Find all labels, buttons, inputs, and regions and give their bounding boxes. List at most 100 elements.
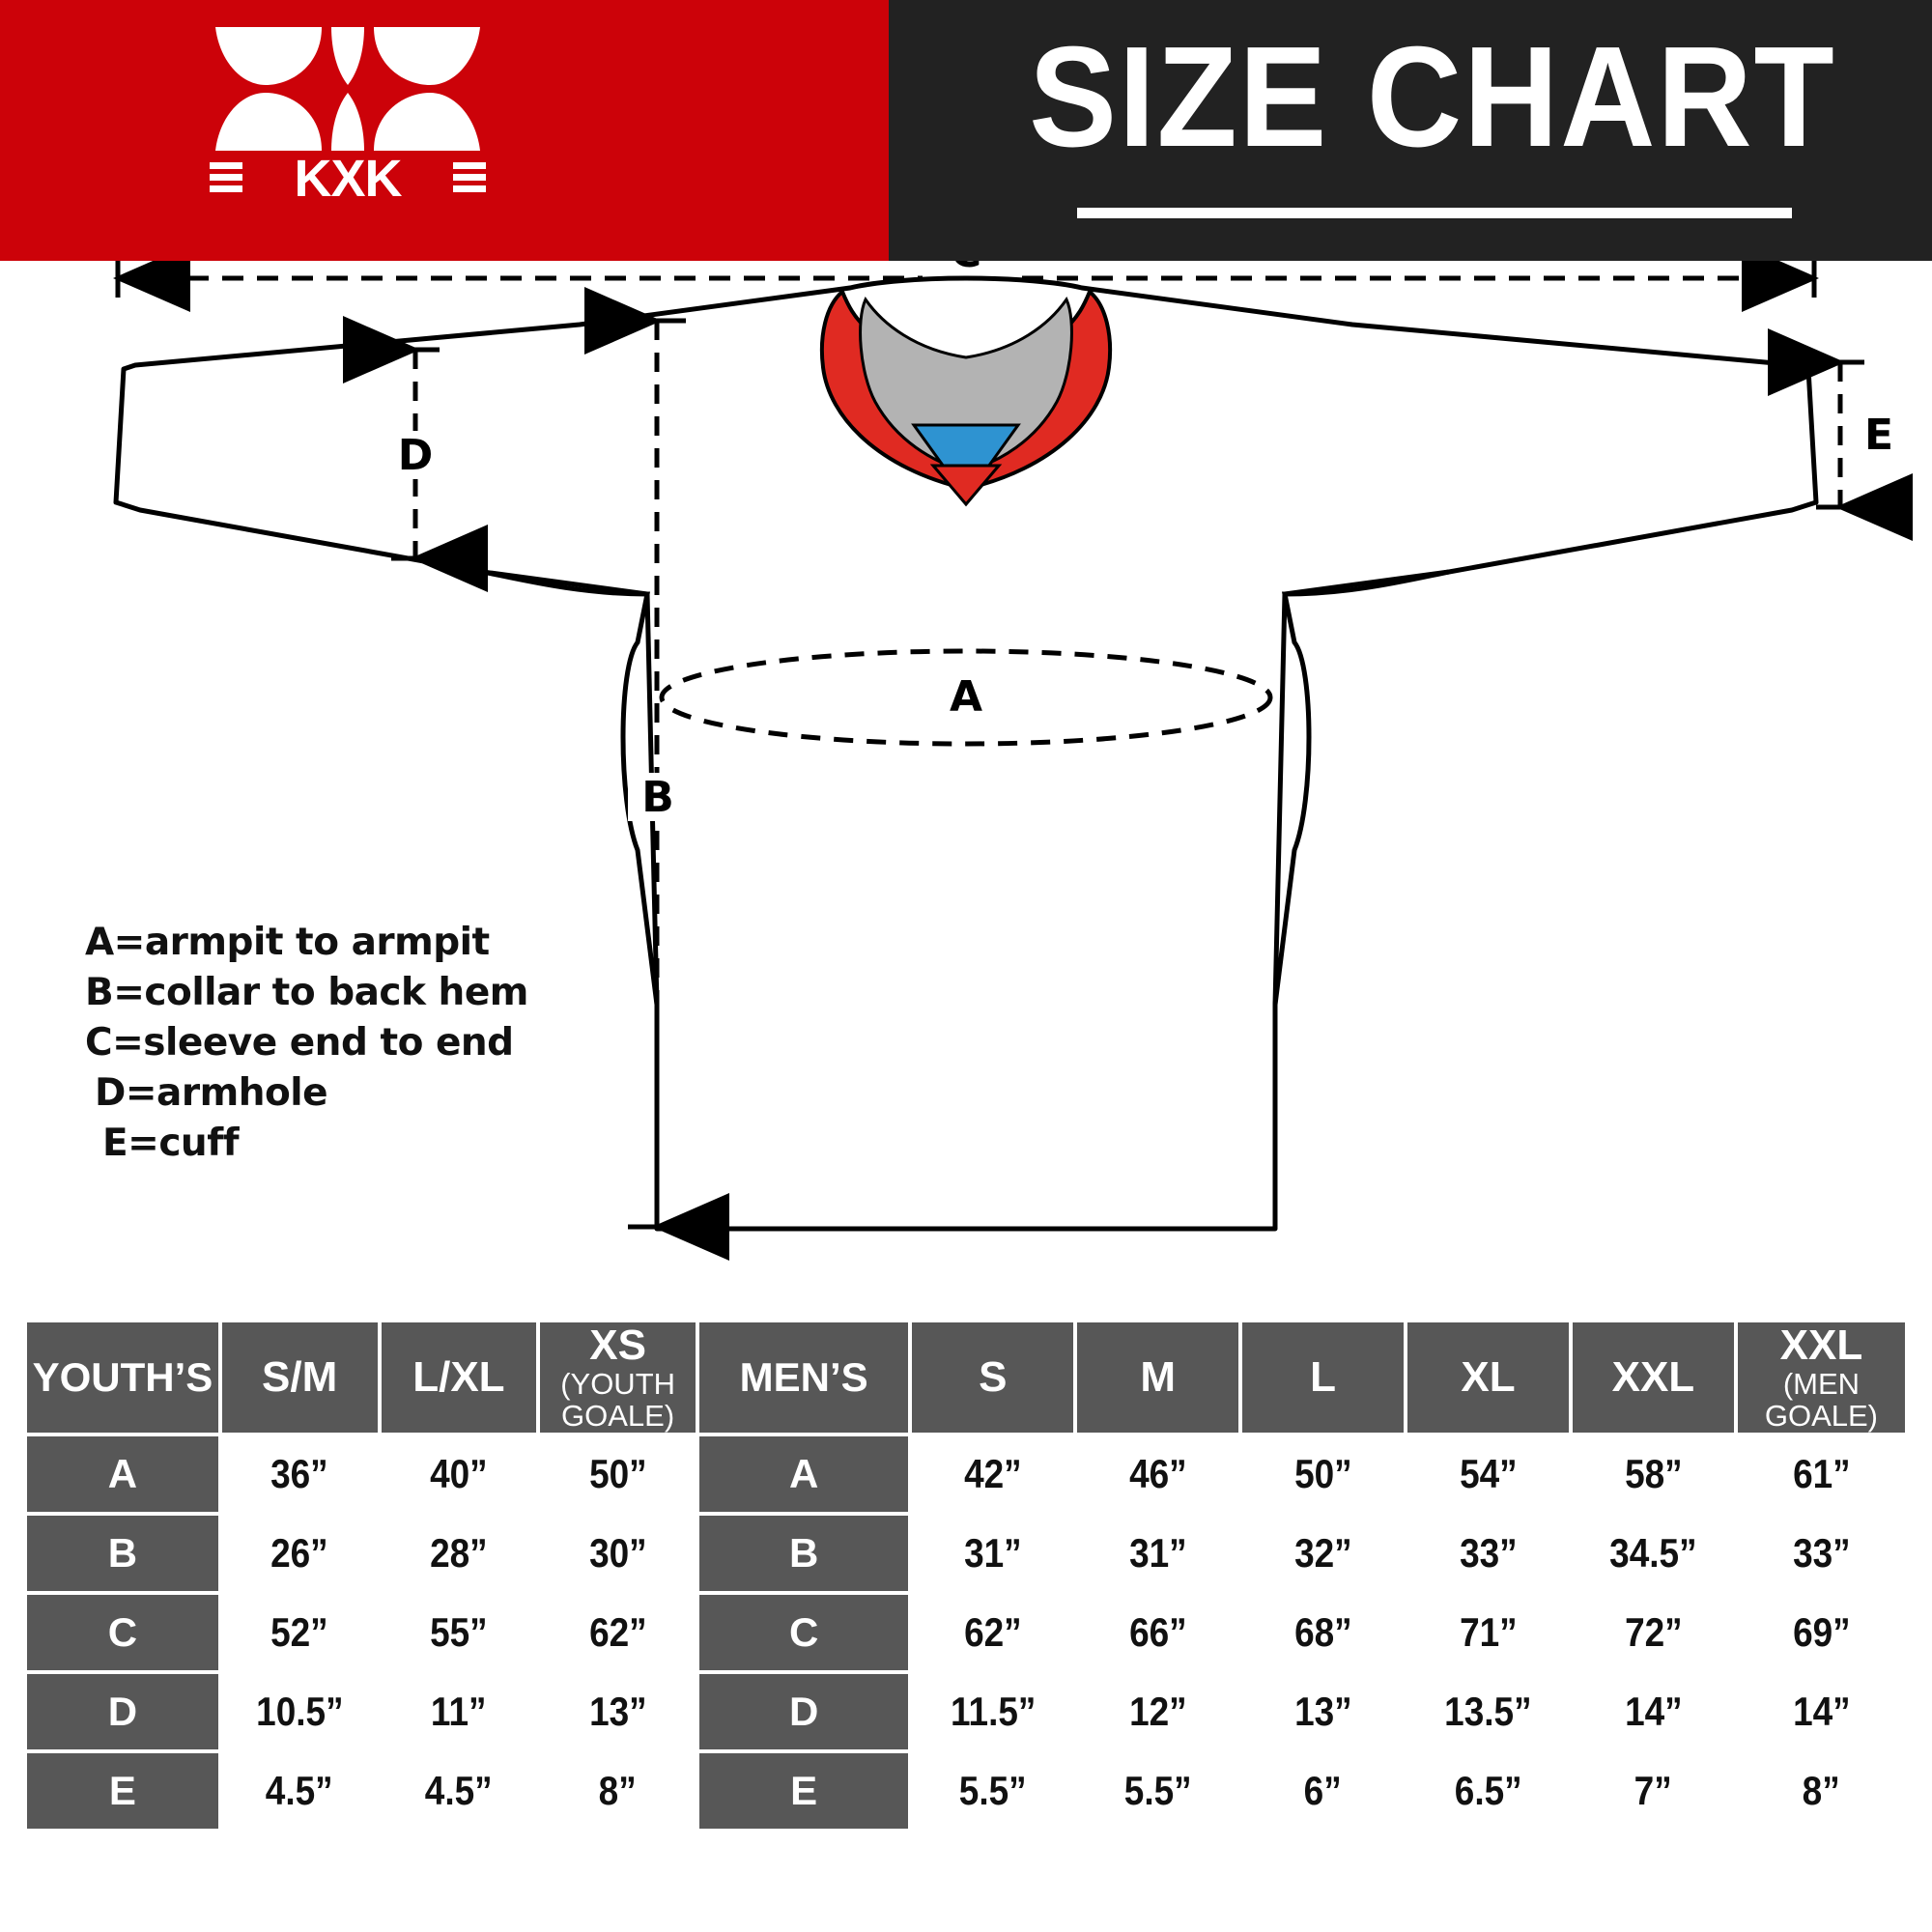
mens-cell-C-4: 72”: [1572, 1595, 1734, 1670]
header-main-label: XL: [1461, 1353, 1516, 1401]
mens-cell-E-2: 6”: [1242, 1753, 1405, 1829]
mens-cell-A-1: 46”: [1077, 1436, 1239, 1512]
youth-cell-B-1: 28”: [381, 1516, 537, 1591]
kxk-logo-wordmark: KXK: [210, 151, 486, 205]
dimension-b-label: B: [641, 773, 674, 822]
header-main-label: XXL: [1779, 1321, 1863, 1369]
youth-size-header-1: L/XL: [381, 1322, 537, 1433]
header-main-label: XXL: [1611, 1353, 1695, 1401]
mens-row-key-D: D: [698, 1674, 909, 1749]
header-sub-label: (YOUTH: [560, 1367, 676, 1401]
mens-cell-A-4: 58”: [1572, 1436, 1734, 1512]
mens-row-key-A: A: [698, 1436, 909, 1512]
header-main-label: L: [1310, 1353, 1337, 1401]
header-main-label: S: [979, 1353, 1008, 1401]
kxk-logo-mark-icon: [215, 27, 480, 151]
mens-size-header-5: XXL (MEN GOALE): [1737, 1321, 1905, 1433]
table-row: E 4.5” 4.5” 8” E 5.5” 5.5” 6” 6.5” 7” 8”: [27, 1753, 1905, 1829]
title-panel: SIZE CHART: [889, 0, 1932, 261]
cell-value: 68”: [1293, 1609, 1352, 1655]
header-sub-label: GOALE): [561, 1399, 675, 1433]
mens-cell-D-3: 13.5”: [1407, 1674, 1569, 1749]
youth-row-key-B: B: [27, 1516, 218, 1591]
youth-cell-A-2: 50”: [540, 1436, 696, 1512]
table-row: C 52” 55” 62” C 62” 66” 68” 71” 72” 69”: [27, 1595, 1905, 1670]
cell-value: 11.5”: [950, 1689, 1036, 1734]
cell-value: 32”: [1293, 1530, 1352, 1576]
header-main-label: M: [1140, 1353, 1177, 1401]
youth-row-key-C: C: [27, 1595, 218, 1670]
cell-value: 31”: [1128, 1530, 1187, 1576]
youth-size-header-0: S/M: [221, 1322, 378, 1433]
mens-cell-C-5: 69”: [1737, 1595, 1905, 1670]
dimension-a: A: [659, 648, 1273, 747]
legend-line-e: E=cuff: [102, 1122, 240, 1165]
cell-value: 10.5”: [255, 1689, 344, 1734]
page-title: SIZE CHART: [1029, 17, 1836, 177]
youth-cell-C-2: 62”: [540, 1595, 696, 1670]
youth-cell-D-0: 10.5”: [221, 1674, 378, 1749]
kxk-logo-text: KXK: [294, 151, 402, 205]
mens-cell-B-3: 33”: [1407, 1516, 1569, 1591]
mens-cell-D-2: 13”: [1242, 1674, 1405, 1749]
cell-value: 61”: [1792, 1451, 1851, 1496]
cell-value: 12”: [1128, 1689, 1187, 1734]
cell-value: 33”: [1459, 1530, 1518, 1576]
youth-size-header-2: XS (YOUTH GOALE): [540, 1322, 696, 1433]
mens-cell-B-5: 33”: [1737, 1516, 1905, 1591]
header-main-label: S/M: [262, 1353, 338, 1401]
cell-value: 54”: [1459, 1451, 1518, 1496]
cell-value: 28”: [430, 1530, 488, 1576]
mens-row-key-B: B: [698, 1516, 909, 1591]
legend-line-d: D=armhole: [95, 1071, 328, 1115]
table-row: D 10.5” 11” 13” D 11.5” 12” 13” 13.5” 14” 14”: [27, 1674, 1905, 1749]
cell-value: 26”: [270, 1530, 328, 1576]
mens-cell-E-1: 5.5”: [1077, 1753, 1239, 1829]
cell-value: 66”: [1128, 1609, 1187, 1655]
cell-value: 34.5”: [1609, 1530, 1697, 1576]
cell-value: 6”: [1304, 1768, 1343, 1813]
youth-cell-D-1: 11”: [381, 1674, 537, 1749]
legend-line-a: A=armpit to armpit: [85, 921, 490, 964]
cell-value: 13.5”: [1444, 1689, 1532, 1734]
cell-value: 11”: [431, 1689, 487, 1734]
cell-value: 5.5”: [1123, 1768, 1192, 1813]
youth-cell-B-0: 26”: [221, 1516, 378, 1591]
youth-cell-E-0: 4.5”: [221, 1753, 378, 1829]
cell-value: 55”: [430, 1609, 488, 1655]
youth-cell-E-2: 8”: [540, 1753, 696, 1829]
mens-cell-A-2: 50”: [1242, 1436, 1405, 1512]
mens-row-key-C: C: [698, 1595, 909, 1670]
mens-cell-B-4: 34.5”: [1572, 1516, 1734, 1591]
cell-value: 13”: [588, 1689, 647, 1734]
brand-panel: KXK: [0, 0, 889, 261]
youth-cell-A-1: 40”: [381, 1436, 537, 1512]
cell-value: 14”: [1792, 1689, 1851, 1734]
cell-value: 40”: [430, 1451, 488, 1496]
measurement-legend: A=armpit to armpit B=collar to back hem …: [85, 918, 528, 1169]
kxk-logo: KXK: [208, 21, 488, 205]
mens-cell-C-3: 71”: [1407, 1595, 1569, 1670]
jersey-collar: [819, 290, 1113, 507]
header-main-label: L/XL: [412, 1353, 505, 1401]
cell-value: 13”: [1293, 1689, 1352, 1734]
table-header-row: YOUTH’S S/M L/XL XS (YOUTH GOALE) MEN’S S M L XL XX…: [27, 1322, 1905, 1433]
mens-size-header-2: L: [1242, 1322, 1405, 1433]
cell-value: 33”: [1792, 1530, 1851, 1576]
dimension-b: B: [584, 287, 729, 1261]
jersey-svg: C D: [113, 261, 1913, 1261]
cell-value: 62”: [588, 1609, 647, 1655]
youth-cell-B-2: 30”: [540, 1516, 696, 1591]
youth-row-key-E: E: [27, 1753, 218, 1829]
dimension-d: D: [343, 316, 488, 592]
legend-line-c: C=sleeve end to end: [85, 1021, 514, 1065]
mens-cell-E-3: 6.5”: [1407, 1753, 1569, 1829]
cell-value: 30”: [588, 1530, 647, 1576]
dimension-a-label: A: [950, 672, 982, 722]
youth-cell-D-2: 13”: [540, 1674, 696, 1749]
dimension-e-label: E: [1864, 411, 1893, 460]
mens-cell-A-0: 42”: [912, 1436, 1074, 1512]
cell-value: 6.5”: [1454, 1768, 1522, 1813]
size-chart-table: YOUTH’S S/M L/XL XS (YOUTH GOALE) MEN’S S M L XL XX…: [23, 1319, 1909, 1833]
mens-size-header-1: M: [1077, 1322, 1239, 1433]
